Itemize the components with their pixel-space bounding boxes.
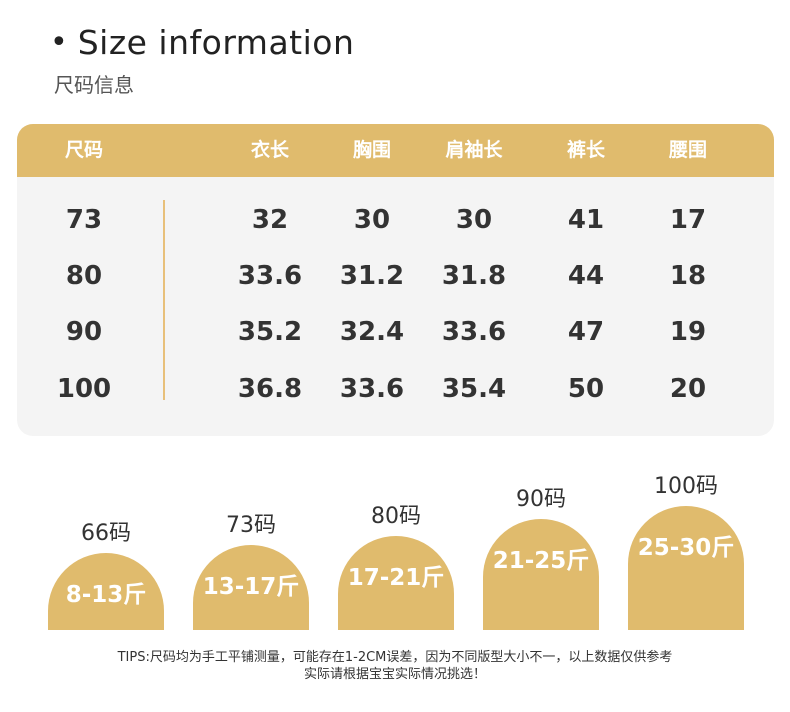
table-cell: 33.6 (441, 317, 507, 347)
column-header-size: 尺码 (64, 139, 104, 161)
table-cell: 32.4 (339, 317, 405, 347)
column-divider (163, 200, 165, 400)
table-cell: 35.4 (441, 374, 507, 404)
table-cell: 41 (567, 205, 605, 235)
tips-line-2: 实际请根据宝宝实际情况挑选！ (303, 667, 486, 682)
column-header-length: 衣长 (250, 139, 290, 161)
table-cell: 36.8 (237, 374, 303, 404)
weight-item: 80码 17-21斤 (338, 498, 454, 630)
table-cell: 31.2 (339, 261, 405, 291)
table-cell: 31.8 (441, 261, 507, 291)
table-cell: 90 (65, 317, 103, 347)
column-header-shoulder-sleeve: 肩袖长 (445, 139, 503, 161)
table-cell: 18 (669, 261, 707, 291)
weight-item: 73码 13-17斤 (193, 507, 309, 630)
table-header: 尺码 衣长 胸围 肩袖长 裤长 腰围 (17, 124, 774, 177)
title-row: • Size information (50, 26, 354, 59)
table-cell: 20 (669, 374, 707, 404)
table-cell: 33.6 (237, 261, 303, 291)
weight-item: 100码 25-30斤 (628, 468, 744, 630)
column-header-pants-length: 裤长 (566, 139, 606, 161)
page-subtitle: 尺码信息 (54, 73, 134, 97)
page-title: Size information (77, 23, 355, 62)
weight-size-label: 90码 (516, 487, 566, 512)
weight-range: 25-30斤 (637, 535, 735, 561)
table-cell: 32 (251, 205, 289, 235)
weight-size-label: 73码 (226, 513, 276, 538)
header: • Size information 尺码信息 (50, 26, 354, 98)
tips-note: TIPS:尺码均为手工平铺测量，可能存在1-2CM误差，因为不同版型大小不一，以… (0, 649, 790, 683)
table-cell: 17 (669, 205, 707, 235)
table-cell: 30 (455, 205, 493, 235)
weight-size-label: 100码 (654, 474, 718, 499)
weight-block: 13-17斤 (193, 545, 309, 630)
weight-range: 17-21斤 (347, 565, 445, 591)
table-cell: 19 (669, 317, 707, 347)
table-cell: 44 (567, 261, 605, 291)
weight-item: 90码 21-25斤 (483, 481, 599, 630)
weight-range: 8-13斤 (65, 582, 147, 608)
table-cell: 80 (65, 261, 103, 291)
table-cell: 30 (353, 205, 391, 235)
table-cell: 33.6 (339, 374, 405, 404)
tips-line-1: TIPS:尺码均为手工平铺测量，可能存在1-2CM误差，因为不同版型大小不一，以… (117, 650, 673, 665)
weight-size-label: 80码 (371, 504, 421, 529)
size-table: 尺码 衣长 胸围 肩袖长 裤长 腰围 73 32 30 30 41 17 80 … (17, 124, 774, 436)
weight-item: 66码 8-13斤 (48, 515, 164, 630)
weight-range: 13-17斤 (202, 574, 300, 600)
table-cell: 35.2 (237, 317, 303, 347)
weight-block: 8-13斤 (48, 553, 164, 630)
bullet-icon: • (50, 24, 68, 60)
table-cell: 100 (56, 374, 112, 404)
weight-range: 21-25斤 (492, 548, 590, 574)
weight-guide: 66码 8-13斤 73码 13-17斤 80码 17-21斤 90码 21-2… (0, 460, 790, 630)
weight-block: 21-25斤 (483, 519, 599, 630)
table-cell: 47 (567, 317, 605, 347)
weight-block: 17-21斤 (338, 536, 454, 630)
column-header-waist: 腰围 (668, 139, 708, 161)
weight-block: 25-30斤 (628, 506, 744, 630)
column-header-chest: 胸围 (352, 139, 392, 161)
weight-size-label: 66码 (81, 521, 131, 546)
table-cell: 50 (567, 374, 605, 404)
table-cell: 73 (65, 205, 103, 235)
